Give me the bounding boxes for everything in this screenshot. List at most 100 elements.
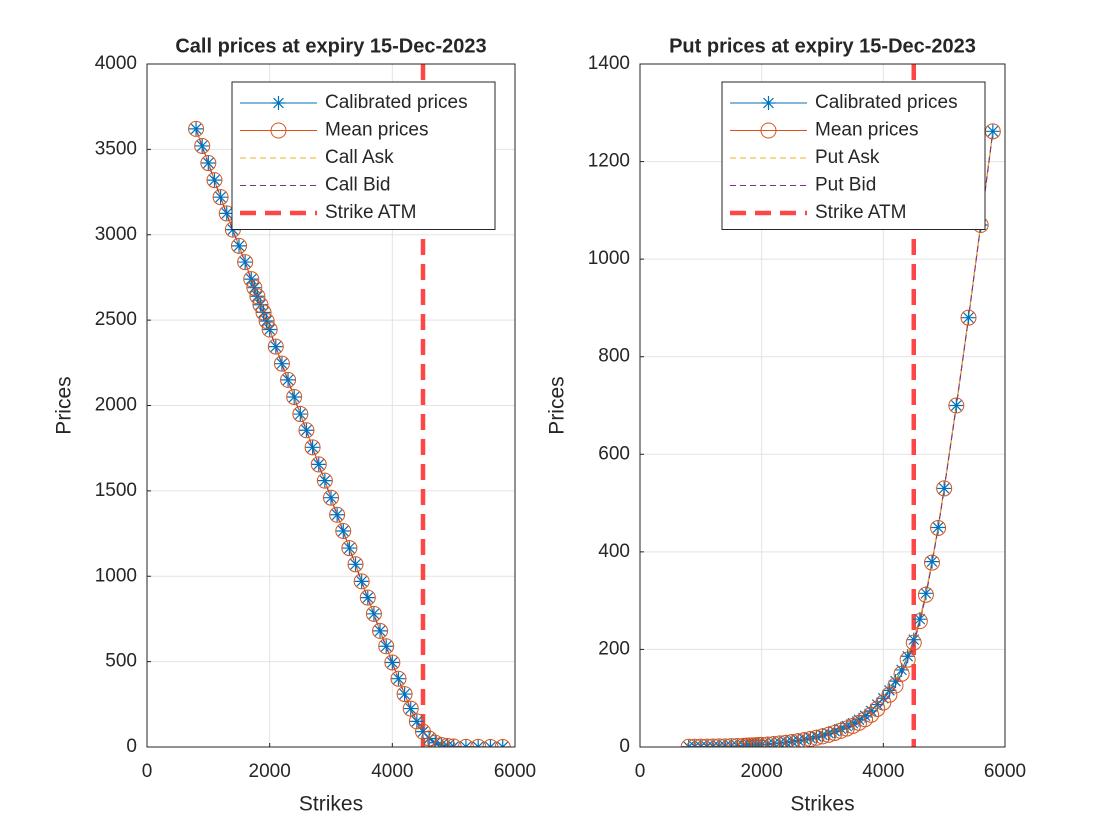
circle-marker [960,309,977,326]
circle-marker [948,397,965,414]
circle-marker [402,700,419,717]
star-marker [201,156,216,171]
circle-marker [784,734,801,747]
star-marker [250,289,265,304]
circle-marker [717,738,734,747]
circle-marker [790,733,807,747]
circle-marker [372,622,389,639]
star-marker [403,701,418,716]
axes-box [146,63,516,748]
star-marker [189,121,204,136]
star-marker [293,407,308,422]
star-marker [815,727,830,742]
circle-marker [323,489,339,506]
star-marker [937,481,952,496]
x-tick-label: 4000 [371,761,413,782]
circle-marker [304,439,321,456]
star-marker [311,457,326,472]
circle-marker [857,711,874,728]
legend-marker [760,122,777,139]
y-tick-label: 3500 [95,138,137,159]
circle-marker [396,686,413,703]
y-tick-label: 0 [619,736,630,757]
circle-marker [765,735,782,747]
y-tick-label: 1400 [588,53,630,74]
circle-marker [194,137,211,154]
circle-marker [329,506,346,523]
circle-marker [408,713,425,730]
star-marker [247,280,262,295]
star-marker [894,662,909,677]
circle-marker [924,554,940,571]
circle-marker [206,172,223,189]
star-marker [864,703,879,718]
star-marker [803,731,818,746]
star-marker [900,649,915,664]
y-axis-label: Prices [546,376,569,434]
y-tick-label: 1000 [588,248,630,269]
y-tick-label: 400 [598,541,630,562]
circle-marker [433,736,450,747]
circle-marker [341,540,358,557]
star-marker [766,736,781,747]
circle-marker [273,355,290,372]
circle-marker [359,589,376,606]
circle-marker [298,422,315,439]
star-marker [791,733,806,747]
star-marker [931,520,946,535]
legend: Calibrated prices Mean prices Call Ask Call… [231,81,496,230]
star-marker [918,586,933,601]
circle-marker [365,605,382,622]
y-tick-label: 2000 [95,395,137,416]
circle-marker [280,371,297,388]
circle-marker [258,312,275,329]
star-marker [195,138,210,153]
circle-marker [771,735,788,747]
circle-marker [814,728,831,745]
circle-marker [188,120,205,137]
star-marker [391,671,406,686]
circle-marker [796,732,813,747]
circle-marker [310,456,327,473]
axes-box [639,63,1006,748]
star-marker [324,490,338,505]
x-axis-label: Strikes [790,793,854,816]
circle-marker [212,189,229,206]
circle-marker [808,729,825,746]
star-marker [354,574,369,589]
circle-marker [252,296,269,313]
star-marker [232,238,246,253]
circle-marker [335,523,352,540]
circle-marker [415,723,431,740]
circle-marker [863,706,880,723]
circle-marker [881,686,898,703]
y-tick-label: 800 [598,346,630,367]
circle-marker [292,406,309,423]
star-marker [845,716,860,731]
x-tick-label: 6000 [984,761,1026,782]
legend-label: Put Ask [815,147,880,168]
legend-label: Calibrated prices [325,92,468,113]
y-tick-label: 2500 [95,309,137,330]
circle-marker [231,237,247,254]
y-tick-label: 4000 [95,53,137,74]
circle-marker [384,654,401,671]
star-marker [213,190,228,205]
circle-marker [243,271,260,288]
star-marker [336,524,351,539]
axes: 0 2000 4000 6000 0 500 1000 1500 2000 2500 3000 350… [53,35,537,815]
circle-marker [826,724,843,741]
circle-marker [905,634,922,651]
legend-label: Mean prices [325,120,429,141]
legend-label: Mean prices [815,120,919,141]
star-marker [446,739,461,747]
legend-marker [761,96,776,110]
star-marker [373,623,388,638]
circle-marker [267,338,284,355]
y-tick-label: 600 [598,443,630,464]
circle-marker [316,472,333,489]
star-marker [287,389,302,404]
legend-box [231,81,496,230]
star-marker [348,557,363,572]
